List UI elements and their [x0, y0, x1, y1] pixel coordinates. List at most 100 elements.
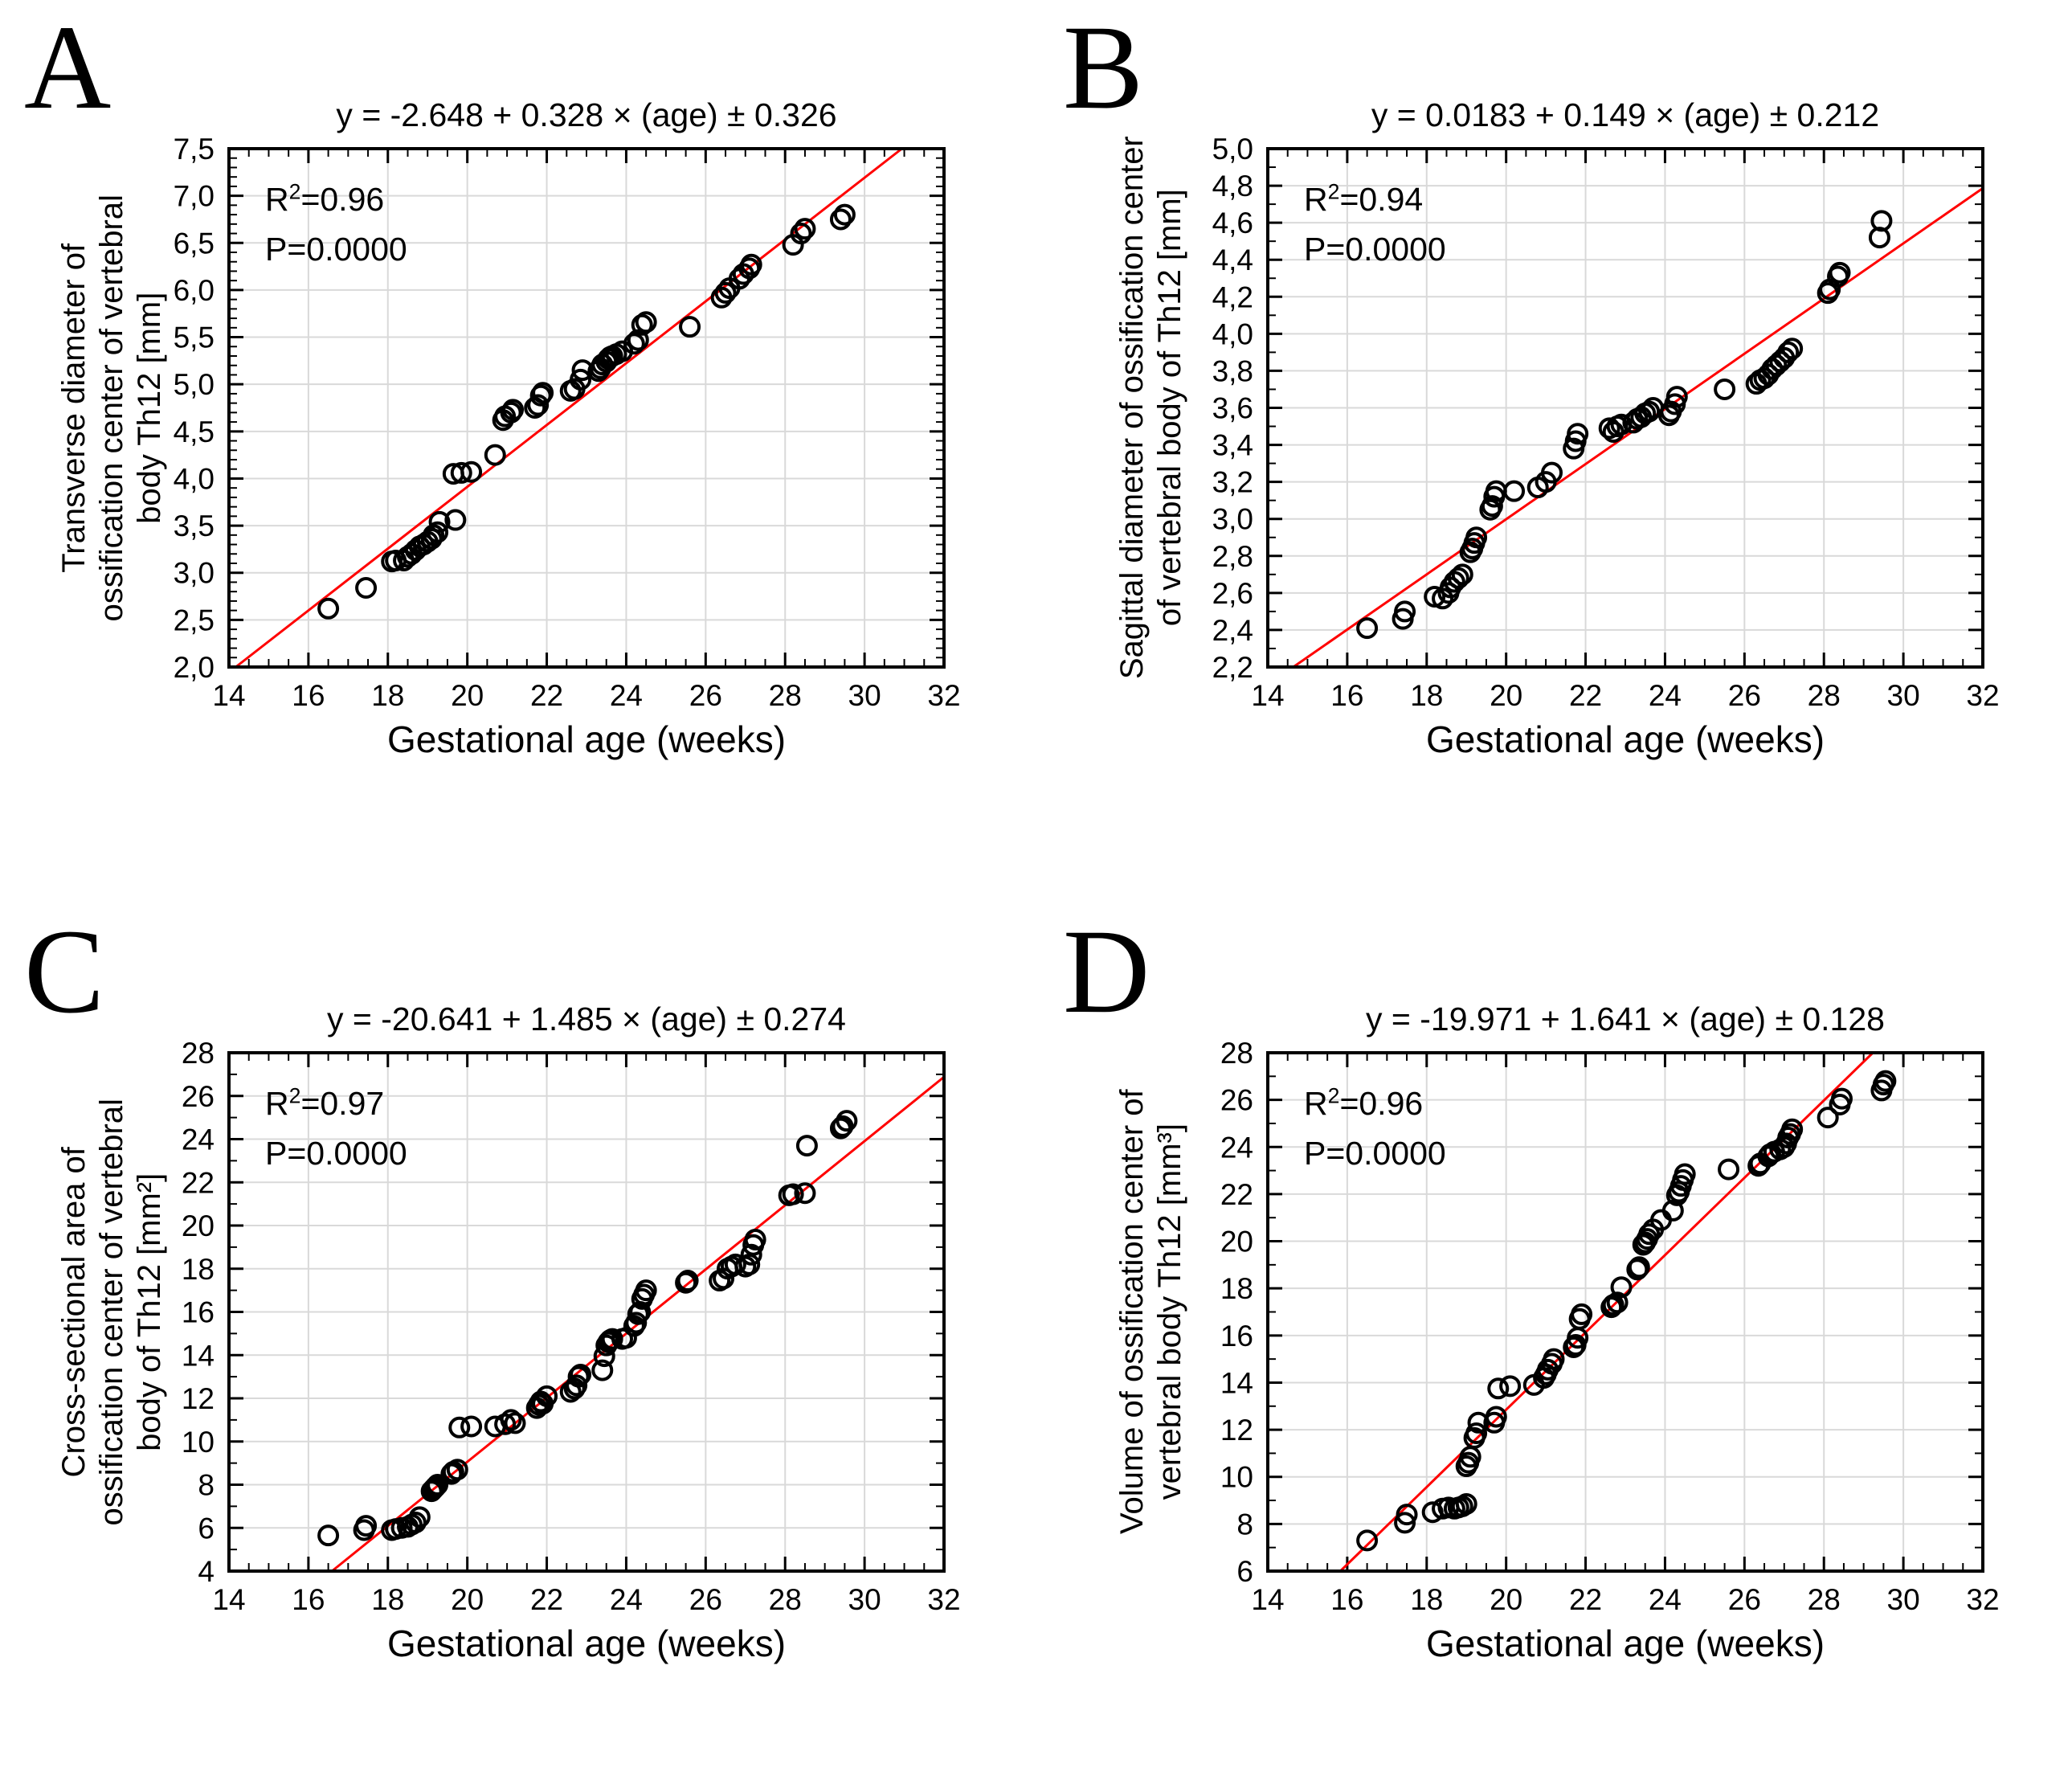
svg-text:4,0: 4,0 — [1212, 317, 1253, 350]
regression-equation-d: y = -19.971 + 1.641 × (age) ± 0.128 — [1366, 1001, 1885, 1037]
panel-d: D y = -19.971 + 1.641 × (age) ± 0.128 14… — [1039, 906, 2072, 1772]
svg-text:5,5: 5,5 — [174, 321, 215, 354]
scatter-plot-c: 14 16 18 20 22 24 26 28 30 32 4 6 8 10 12 14 16 18 20 22 24 2… — [182, 1037, 961, 1616]
svg-text:8: 8 — [198, 1469, 215, 1502]
svg-text:18: 18 — [182, 1253, 215, 1286]
scatter-plot-d: 14 16 18 20 22 24 26 28 30 32 6 8 10 12 14 16 18 20 22 24 26… — [1220, 1037, 2000, 1616]
svg-text:22: 22 — [182, 1166, 215, 1199]
p-value: P=0.0000 — [1304, 1134, 1446, 1172]
svg-text:24: 24 — [1220, 1131, 1253, 1164]
panel-a: A y = -2.648 + 0.328 × (age) ± 0.326 14 1… — [0, 2, 1033, 868]
x-axis-label-b: Gestational age (weeks) — [1425, 718, 1825, 760]
svg-text:2,5: 2,5 — [174, 604, 215, 636]
svg-text:30: 30 — [1887, 1583, 1920, 1616]
stats-annotation-d: R2=0.96 P=0.0000 — [1304, 1079, 1446, 1178]
svg-text:32: 32 — [927, 679, 960, 712]
svg-text:3,4: 3,4 — [1212, 429, 1253, 462]
svg-text:26: 26 — [1220, 1084, 1253, 1117]
svg-text:22: 22 — [1220, 1178, 1253, 1211]
svg-text:24: 24 — [610, 1583, 643, 1616]
svg-text:10: 10 — [1220, 1461, 1253, 1494]
x-axis-label-d: Gestational age (weeks) — [1425, 1623, 1825, 1664]
svg-text:3,6: 3,6 — [1212, 392, 1253, 425]
svg-text:2,6: 2,6 — [1212, 577, 1253, 610]
stats-annotation-a: R2=0.96 P=0.0000 — [265, 175, 407, 274]
scatter-plot-b: 14 16 18 20 22 24 26 28 30 32 2,2 2,4 2,6 2,8 3,0 3,2 3,… — [1212, 133, 2000, 712]
svg-text:5,0: 5,0 — [174, 368, 215, 401]
svg-text:22: 22 — [1569, 1583, 1602, 1616]
svg-text:4,8: 4,8 — [1212, 170, 1253, 203]
figure-page: { "figure": { "panel_labels": ["A", "B",… — [0, 1, 2000, 1664]
svg-text:28: 28 — [769, 1583, 802, 1616]
panel-c: C y = -20.641 + 1.485 × (age) ± 0.274 14… — [0, 906, 1033, 1772]
svg-text:4,4: 4,4 — [1212, 243, 1253, 276]
svg-text:12: 12 — [1220, 1414, 1253, 1447]
svg-text:18: 18 — [371, 1583, 404, 1616]
svg-text:4,2: 4,2 — [1212, 280, 1253, 313]
regression-equation-a: y = -2.648 + 0.328 × (age) ± 0.326 — [336, 96, 837, 133]
scatter-plot-a: 14 16 18 20 22 24 26 28 30 32 2,0 2,5 3,0 3,5 4,0 4,5 5,… — [174, 133, 961, 712]
svg-text:24: 24 — [610, 679, 643, 712]
svg-text:3,8: 3,8 — [1212, 354, 1253, 387]
y-axis-label-b: Sagittal diameter of ossification center… — [1114, 136, 1187, 680]
svg-text:4: 4 — [198, 1555, 215, 1588]
svg-text:20: 20 — [1220, 1226, 1253, 1258]
svg-text:2,8: 2,8 — [1212, 540, 1253, 573]
y-axis-label-wrap: Volume of ossification center of vertebr… — [1067, 1053, 1236, 1571]
svg-text:28: 28 — [1808, 679, 1841, 712]
svg-text:6,5: 6,5 — [174, 227, 215, 260]
svg-text:6,0: 6,0 — [174, 274, 215, 307]
svg-text:30: 30 — [848, 1583, 881, 1616]
panel-letter-d: D — [1063, 905, 1150, 1038]
y-axis-label-wrap: Sagittal diameter of ossification center… — [1067, 137, 1236, 680]
svg-text:20: 20 — [1490, 1583, 1522, 1616]
svg-text:16: 16 — [1330, 1583, 1363, 1616]
svg-text:18: 18 — [1220, 1272, 1253, 1305]
svg-text:7,5: 7,5 — [174, 133, 215, 166]
y-axis-label-wrap: Transverse diameter of ossification cent… — [28, 149, 197, 667]
r-squared-value: R2=0.97 — [265, 1083, 385, 1122]
svg-text:28: 28 — [182, 1037, 215, 1070]
svg-text:20: 20 — [1490, 679, 1522, 712]
svg-text:2,4: 2,4 — [1212, 614, 1253, 647]
svg-text:10: 10 — [182, 1426, 215, 1459]
svg-text:28: 28 — [1808, 1583, 1841, 1616]
regression-equation-b: y = 0.0183 + 0.149 × (age) ± 0.212 — [1371, 96, 1880, 133]
svg-text:7,0: 7,0 — [174, 180, 215, 213]
panel-letter-a: A — [24, 1, 112, 134]
svg-text:30: 30 — [1887, 679, 1920, 712]
svg-text:24: 24 — [1649, 679, 1682, 712]
svg-text:5,0: 5,0 — [1212, 133, 1253, 166]
r-squared-value: R2=0.94 — [1304, 179, 1424, 218]
r-squared-value: R2=0.96 — [265, 179, 385, 218]
svg-text:28: 28 — [769, 679, 802, 712]
svg-text:2,0: 2,0 — [174, 651, 215, 684]
svg-text:14: 14 — [1220, 1366, 1253, 1399]
p-value: P=0.0000 — [265, 230, 407, 268]
svg-text:22: 22 — [530, 1583, 563, 1616]
svg-text:24: 24 — [1649, 1583, 1682, 1616]
svg-text:22: 22 — [1569, 679, 1602, 712]
r-squared-value: R2=0.96 — [1304, 1083, 1424, 1122]
svg-text:26: 26 — [182, 1080, 215, 1113]
svg-text:30: 30 — [848, 679, 881, 712]
y-axis-label-c: Cross-sectional area of ossification cen… — [56, 1098, 168, 1526]
svg-text:4,5: 4,5 — [174, 415, 215, 448]
svg-text:20: 20 — [182, 1209, 215, 1242]
x-axis-label-c: Gestational age (weeks) — [386, 1623, 787, 1664]
svg-text:3,2: 3,2 — [1212, 466, 1253, 499]
x-axis-label-a: Gestational age (weeks) — [386, 718, 787, 760]
svg-text:26: 26 — [1728, 679, 1761, 712]
svg-text:3,0: 3,0 — [1212, 503, 1253, 536]
svg-text:6: 6 — [198, 1512, 215, 1545]
stats-annotation-c: R2=0.97 P=0.0000 — [265, 1079, 407, 1178]
panel-letter-b: B — [1063, 1, 1144, 134]
stats-annotation-b: R2=0.94 P=0.0000 — [1304, 175, 1446, 274]
svg-text:12: 12 — [182, 1382, 215, 1415]
svg-text:20: 20 — [451, 1583, 484, 1616]
panel-letter-c: C — [24, 905, 105, 1038]
svg-text:32: 32 — [1966, 679, 1999, 712]
svg-text:14: 14 — [182, 1339, 215, 1372]
svg-text:26: 26 — [689, 1583, 722, 1616]
svg-text:24: 24 — [182, 1123, 215, 1156]
